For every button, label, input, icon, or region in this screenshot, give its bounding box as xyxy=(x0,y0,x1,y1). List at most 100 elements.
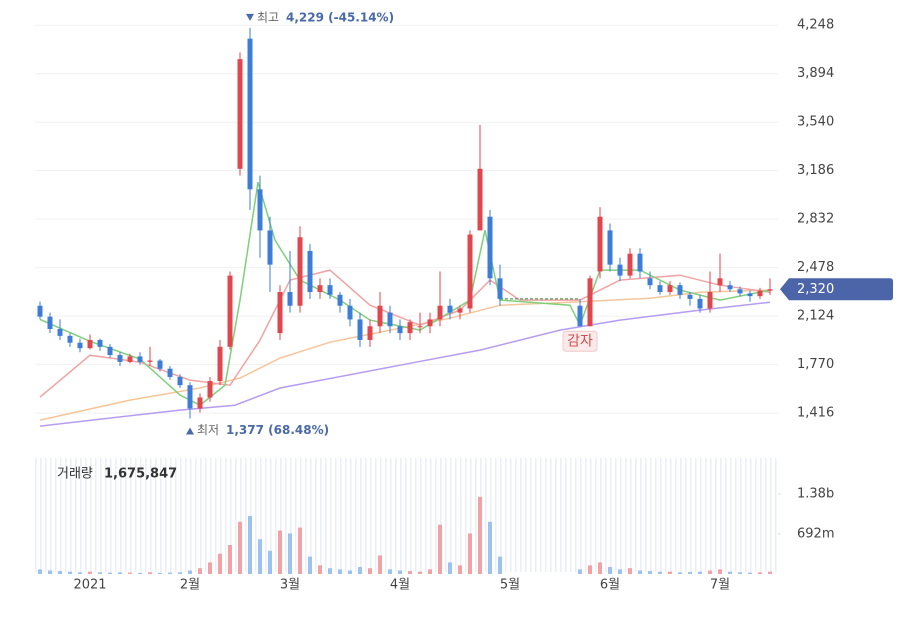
candle-body xyxy=(597,216,603,272)
candle-body xyxy=(677,285,683,295)
candle-body xyxy=(767,289,773,291)
volume-bar xyxy=(248,516,252,574)
volume-bar xyxy=(298,527,302,574)
candle-body xyxy=(57,329,63,336)
candle-body xyxy=(347,305,353,320)
annotation-value: 4,229 (-45.14%) xyxy=(286,10,394,24)
volume-bar xyxy=(628,568,632,574)
y-tick-label: 3,186 xyxy=(797,163,834,178)
candle-body xyxy=(497,278,503,299)
volume-bar xyxy=(158,572,162,574)
volume-bar xyxy=(88,571,92,574)
annotation-marker xyxy=(186,427,194,435)
volume-bar xyxy=(188,570,192,574)
candle-body xyxy=(147,360,153,362)
candle-body xyxy=(337,294,343,306)
volume-bar xyxy=(688,571,692,574)
volume-bar xyxy=(378,555,382,574)
candle-body xyxy=(607,230,613,265)
y-tick-label: 692m xyxy=(797,526,834,541)
volume-bar xyxy=(488,521,492,574)
volume-latest: 1,675,847 xyxy=(104,467,177,482)
candle-body xyxy=(87,339,93,349)
volume-bar xyxy=(728,571,732,574)
volume-bar xyxy=(38,569,42,574)
candle-body xyxy=(447,305,453,313)
volume-bar xyxy=(398,570,402,574)
volume-bar xyxy=(478,496,482,574)
candle-body xyxy=(177,376,183,386)
volume-bar xyxy=(368,568,372,574)
candle-body xyxy=(327,285,333,295)
x-tick-label: 6월 xyxy=(600,578,620,593)
candle-body xyxy=(97,339,103,347)
candle-body xyxy=(107,346,113,356)
volume-bar xyxy=(388,569,392,574)
candle-body xyxy=(207,381,213,398)
volume-bar xyxy=(468,533,472,574)
candle-body xyxy=(137,356,143,362)
candle-body xyxy=(227,275,233,347)
volume-bar xyxy=(458,565,462,574)
volume-bar xyxy=(58,571,62,574)
volume-bar xyxy=(258,539,262,574)
volume-bar xyxy=(428,569,432,574)
volume-bar xyxy=(448,562,452,574)
volume-bar xyxy=(718,569,722,574)
candle-body xyxy=(67,335,73,343)
volume-bar xyxy=(128,572,132,574)
volume-bar xyxy=(598,562,602,574)
candle-body xyxy=(317,285,323,293)
candle-body xyxy=(687,294,693,299)
candle-body xyxy=(157,360,163,369)
volume-bar xyxy=(608,567,612,574)
volume-bar xyxy=(648,571,652,574)
y-tick-label: 1,770 xyxy=(797,357,834,372)
volume-bar xyxy=(68,571,72,574)
volume-bar xyxy=(168,572,172,574)
volume-bar xyxy=(358,567,362,574)
last-price-tag xyxy=(780,278,893,301)
volume-bar xyxy=(208,562,212,574)
volume-bar xyxy=(148,572,152,574)
candle-body xyxy=(377,305,383,327)
volume-bar xyxy=(348,570,352,574)
y-tick-label: 4,248 xyxy=(797,18,834,33)
candle-body xyxy=(387,312,393,327)
y-tick-label: 3,894 xyxy=(797,66,834,81)
volume-bar xyxy=(108,572,112,574)
y-tick-label: 2,124 xyxy=(797,309,834,324)
candle-body xyxy=(477,168,483,231)
volume-bar xyxy=(228,545,232,574)
candle-body xyxy=(727,285,733,290)
y-tick-label: 3,540 xyxy=(797,115,834,130)
volume-bar xyxy=(738,572,742,574)
volume-bar xyxy=(658,571,662,574)
volume-bar xyxy=(708,570,712,574)
annotation-text: 최고 xyxy=(257,10,279,24)
volume-bar xyxy=(198,568,202,574)
candle-body xyxy=(287,292,293,306)
volume-bar xyxy=(338,569,342,574)
volume-bar xyxy=(758,572,762,574)
candle-body xyxy=(237,59,243,169)
annotation-value: 1,377 (68.48%) xyxy=(226,423,329,437)
candle-body xyxy=(257,189,263,231)
candle-body xyxy=(437,305,443,320)
candle-body xyxy=(37,305,43,317)
x-tick-label: 2021 xyxy=(73,578,106,593)
volume-bar xyxy=(498,556,502,574)
x-tick-label: 2월 xyxy=(180,578,200,593)
candle-body xyxy=(367,326,373,340)
annotation-text: 감자 xyxy=(567,333,593,349)
candle-body xyxy=(417,326,423,328)
candle-body xyxy=(637,253,643,272)
candle-body xyxy=(357,319,363,340)
volume-bar xyxy=(288,533,292,574)
candle-body xyxy=(757,290,763,297)
x-tick-label: 3월 xyxy=(280,578,300,593)
candle-body xyxy=(467,234,473,309)
volume-bar xyxy=(98,572,102,574)
moving-average xyxy=(39,301,771,427)
